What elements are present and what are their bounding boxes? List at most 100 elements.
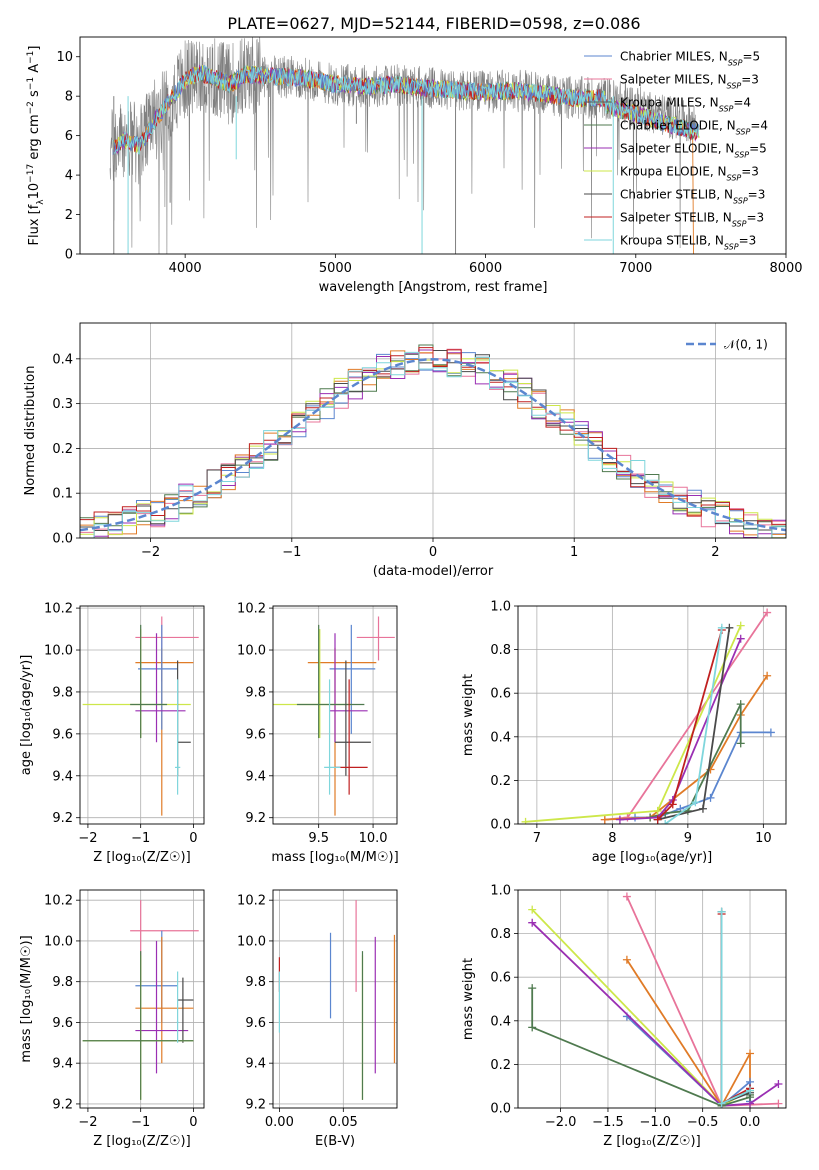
legend-label-value: =5 — [742, 50, 760, 64]
axes-frame — [272, 889, 398, 1109]
x-tick-label: −1.5 — [592, 1115, 624, 1130]
y-tick-label: 8 — [65, 90, 73, 105]
y-tick-label: 0.0 — [52, 532, 73, 547]
axes-frame — [517, 605, 787, 825]
plus-marker — [661, 820, 670, 824]
y-axis-label: Normed distribution — [23, 366, 38, 496]
y-axis-label-part: −2 — [26, 101, 36, 114]
plus-marker — [736, 621, 745, 630]
plus-marker — [521, 817, 530, 824]
plus-marker — [528, 984, 537, 993]
y-axis-label-part: Flux [f — [27, 204, 42, 245]
mass-vs-Z-points — [82, 900, 199, 1100]
x-tick-label: 0 — [429, 545, 437, 560]
mass-vs-ebv-panel: 0.00 0.05 9.2 9.4 9.6 9.8 10.0 10.2 E(B-V) — [237, 889, 398, 1149]
plus-marker — [736, 700, 745, 709]
y-axis-label: mass [log₁₀(M/M☉)] — [19, 935, 34, 1062]
plus-marker — [717, 623, 726, 632]
axes-frame — [517, 889, 787, 1109]
y-tick-label: 10.0 — [237, 934, 266, 949]
y-tick-label: 0 — [65, 248, 73, 263]
x-tick-label: 2 — [711, 545, 719, 560]
y-tick-label: 10.2 — [237, 894, 266, 909]
plus-marker — [653, 806, 662, 815]
legend-label: Salpeter STELIB, NSSP=3 — [620, 211, 764, 229]
legend-label: Kroupa ELODIE, NSSP=3 — [620, 165, 759, 183]
plus-marker — [653, 815, 662, 824]
plus-marker — [774, 1099, 783, 1108]
legend-label-text: Chabrier ELODIE, N — [620, 119, 736, 133]
axes-frame — [272, 605, 398, 825]
legend-label: Salpeter MILES, NSSP=3 — [620, 73, 759, 91]
x-axis-label: Z [log₁₀(Z/Z☉)] — [93, 850, 190, 865]
plus-marker — [717, 907, 726, 916]
y-tick-label: 0.2 — [490, 1058, 511, 1073]
y-tick-label: 0.4 — [490, 730, 511, 745]
axes-frame — [79, 322, 787, 539]
x-tick-label: 4000 — [169, 261, 202, 276]
y-tick-label: 9.4 — [245, 769, 266, 784]
age-vs-mass-points — [273, 616, 395, 816]
legend-label-subscript: SSP — [727, 173, 742, 182]
plus-marker — [623, 813, 632, 822]
plus-marker — [717, 1099, 726, 1108]
series-line — [619, 638, 742, 821]
legend-label-subscript: SSP — [733, 196, 748, 205]
y-tick-label: 9.6 — [52, 727, 73, 742]
plus-marker — [668, 800, 677, 809]
y-tick-label: 2 — [65, 208, 73, 223]
y-tick-label: 0.8 — [490, 927, 511, 942]
y-tick-label: 1.0 — [490, 884, 511, 899]
y-tick-label: 9.2 — [52, 1097, 73, 1112]
x-tick-label: 5000 — [319, 261, 352, 276]
y-tick-label: 10.2 — [44, 894, 73, 909]
y-tick-label: 4 — [65, 169, 73, 184]
y-tick-label: 1.0 — [490, 600, 511, 615]
plus-marker — [736, 634, 745, 643]
legend-label: Chabrier ELODIE, NSSP=4 — [620, 119, 768, 137]
y-axis-label: mass weight — [461, 958, 476, 1040]
massweight-vs-Z-series — [528, 892, 783, 1108]
y-tick-label: 9.6 — [245, 727, 266, 742]
observed-spectrum-line — [109, 37, 696, 254]
y-axis-label-part: −1 — [26, 77, 36, 90]
x-axis-label: mass [log₁₀(M/M☉)] — [271, 850, 398, 865]
histogram-traces — [80, 344, 786, 538]
age-vs-Z-points — [82, 616, 199, 816]
model-fit-line — [112, 65, 700, 155]
y-tick-label: 0.4 — [52, 352, 73, 367]
axes-frame — [79, 889, 205, 1109]
model-fit-line — [112, 65, 700, 155]
legend-label-text: Kroupa ELODIE, N — [620, 165, 727, 179]
histogram-step — [80, 351, 786, 538]
x-tick-label: 6000 — [469, 261, 502, 276]
plus-marker — [622, 892, 631, 901]
y-tick-label: 9.2 — [52, 811, 73, 826]
legend-label: Salpeter ELODIE, NSSP=5 — [620, 142, 767, 160]
legend-label-text: Salpeter MILES, N — [620, 73, 727, 87]
legend-label-value: =4 — [733, 96, 751, 110]
plus-marker — [763, 608, 772, 617]
y-tick-label: 0.2 — [52, 442, 73, 457]
y-tick-label: 0.6 — [490, 687, 511, 702]
y-tick-label: 9.4 — [52, 769, 73, 784]
legend-label-subscript: SSP — [728, 58, 743, 67]
legend-label: 𝒩(0, 1) — [724, 338, 768, 352]
y-tick-label: 10.0 — [237, 644, 266, 659]
legend-label-text: Kroupa STELIB, N — [620, 234, 724, 248]
legend-label-subscript: SSP — [736, 127, 751, 136]
plus-marker — [725, 623, 734, 632]
y-axis-label-part: ] — [27, 46, 42, 51]
plus-marker — [706, 793, 715, 802]
axes-frame — [79, 36, 787, 255]
plus-marker — [691, 798, 700, 807]
histogram-step — [80, 347, 786, 526]
plus-marker — [600, 815, 609, 824]
y-tick-label: 10.0 — [44, 934, 73, 949]
y-axis-label-part: A — [27, 64, 42, 77]
y-tick-label: 10 — [56, 50, 73, 65]
y-tick-label: 9.2 — [245, 1097, 266, 1112]
mass-vs-ebv-points — [278, 900, 396, 1100]
x-tick-label: 0 — [189, 831, 197, 846]
